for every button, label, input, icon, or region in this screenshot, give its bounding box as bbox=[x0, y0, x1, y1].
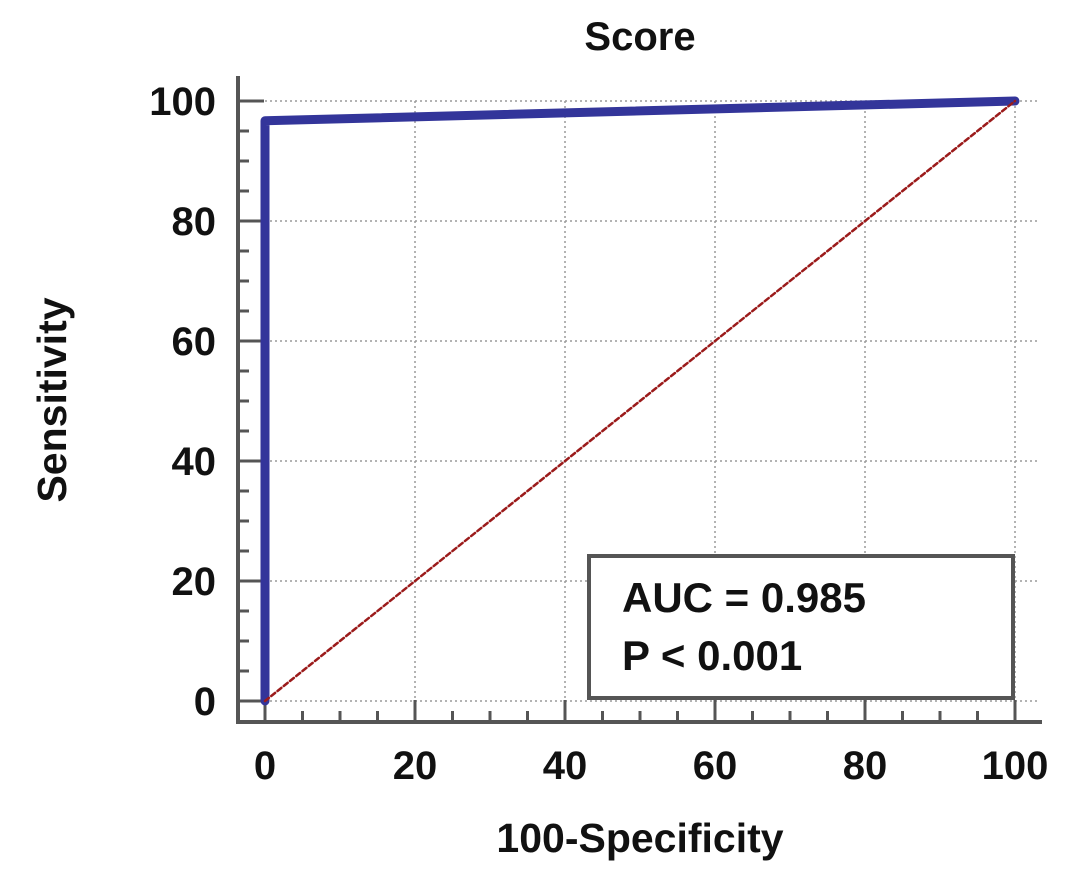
roc-curve-line bbox=[260, 96, 1020, 706]
labels: Score 100-Specificity Sensitivity bbox=[29, 15, 784, 861]
x-tick-label-0: 0 bbox=[254, 744, 276, 788]
auc-label: AUC = 0.985 bbox=[622, 574, 866, 621]
y-tick-label-1: 20 bbox=[172, 560, 217, 604]
x-axis-title: 100-Specificity bbox=[496, 815, 783, 861]
x-tick-label-1: 20 bbox=[393, 744, 438, 788]
x-tick-label-3: 60 bbox=[693, 744, 738, 788]
p-value-label: P < 0.001 bbox=[622, 632, 802, 679]
x-tick-label-5: 100 bbox=[982, 744, 1049, 788]
annotation-frame bbox=[587, 554, 1015, 700]
y-tick-label-0: 0 bbox=[194, 680, 216, 724]
x-tick-label-4: 80 bbox=[843, 744, 888, 788]
y-tick-label-5: 100 bbox=[149, 80, 216, 124]
y-tick-label-3: 60 bbox=[172, 320, 217, 364]
y-axis-title: Sensitivity bbox=[29, 297, 75, 502]
x-tick-label-2: 40 bbox=[543, 744, 588, 788]
annotation-box: AUC = 0.985 P < 0.001 bbox=[587, 554, 1015, 700]
y-tick-label-4: 80 bbox=[172, 200, 217, 244]
reference-diagonal-line bbox=[263, 99, 1017, 703]
chart-title: Score bbox=[584, 15, 695, 59]
y-tick-label-2: 40 bbox=[172, 440, 217, 484]
series-group bbox=[260, 96, 1020, 706]
axes: 0 20 40 60 80 100 0 20 40 60 80 100 bbox=[149, 76, 1048, 788]
